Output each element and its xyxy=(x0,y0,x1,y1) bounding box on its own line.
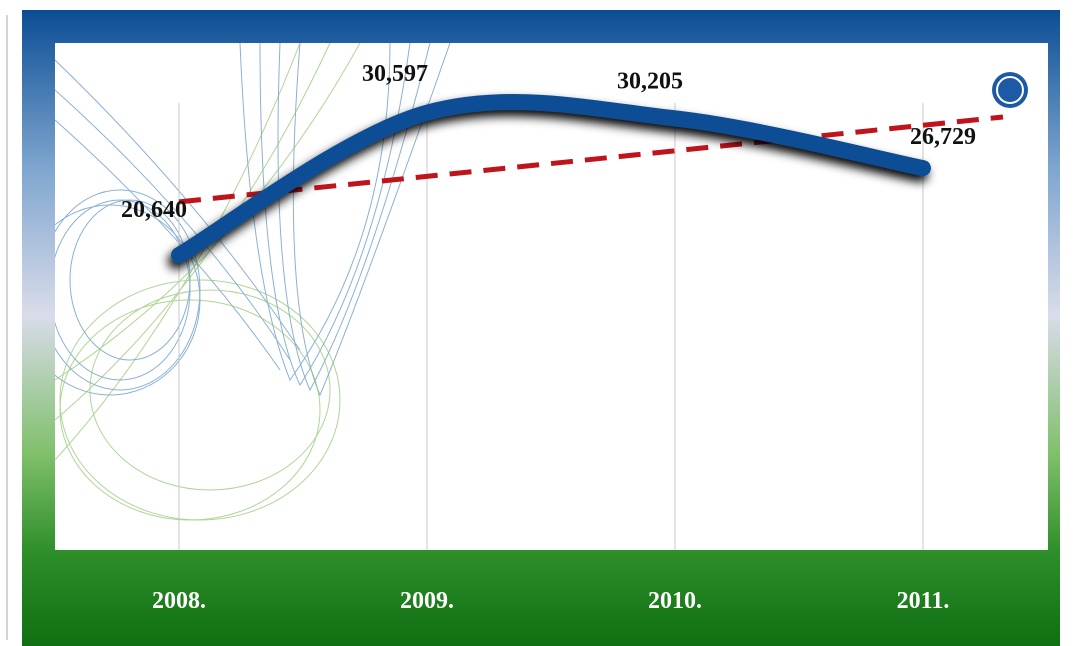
x-tick-label: 2009. xyxy=(400,588,454,614)
x-tick-label: 2011. xyxy=(897,588,950,614)
logo xyxy=(992,72,1028,108)
trend-line xyxy=(178,114,1004,205)
plot-area xyxy=(55,43,1048,550)
data-label: 30,205 xyxy=(617,68,683,94)
x-tick-label: 2010. xyxy=(648,588,702,614)
x-tick-label: 2008. xyxy=(152,588,206,614)
data-line xyxy=(171,94,931,264)
data-label: 26,729 xyxy=(910,124,976,150)
data-label: 20,640 xyxy=(121,197,187,223)
data-label: 30,597 xyxy=(362,61,428,87)
